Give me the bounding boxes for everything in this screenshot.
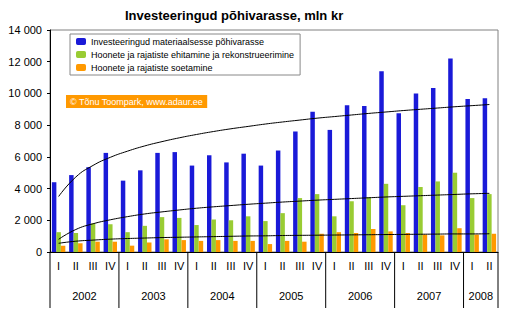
svg-text:2 000: 2 000: [14, 214, 42, 226]
svg-text:II: II: [348, 260, 354, 272]
svg-text:Investeeringud materiaalsesse: Investeeringud materiaalsesse põhivarass…: [91, 37, 264, 47]
svg-text:2008: 2008: [469, 290, 493, 302]
svg-text:2005: 2005: [279, 290, 303, 302]
svg-text:IV: IV: [105, 260, 116, 272]
svg-text:II: II: [486, 260, 492, 272]
svg-text:IV: IV: [312, 260, 323, 272]
svg-text:10 000: 10 000: [8, 87, 42, 99]
svg-text:4 000: 4 000: [14, 183, 42, 195]
svg-text:8 000: 8 000: [14, 119, 42, 131]
svg-text:II: II: [417, 260, 423, 272]
svg-text:I: I: [126, 260, 129, 272]
svg-text:I: I: [471, 260, 474, 272]
svg-text:I: I: [195, 260, 198, 272]
svg-text:II: II: [142, 260, 148, 272]
svg-text:0: 0: [36, 246, 42, 258]
svg-text:IV: IV: [174, 260, 185, 272]
svg-text:I: I: [57, 260, 60, 272]
svg-text:6 000: 6 000: [14, 151, 42, 163]
svg-text:IV: IV: [243, 260, 254, 272]
svg-text:Investeeringud põhivarasse, ml: Investeeringud põhivarasse, mln kr: [125, 8, 343, 23]
svg-text:III: III: [364, 260, 373, 272]
svg-text:2006: 2006: [348, 290, 372, 302]
svg-text:I: I: [264, 260, 267, 272]
svg-text:14 000: 14 000: [8, 24, 42, 36]
svg-text:III: III: [433, 260, 442, 272]
svg-text:III: III: [295, 260, 304, 272]
svg-text:© Tõnu Toompark, www.adaur.ee: © Tõnu Toompark, www.adaur.ee: [70, 97, 203, 107]
svg-text:Hoonete ja rajatiste ehitamine: Hoonete ja rajatiste ehitamine ja rekons…: [91, 50, 294, 60]
svg-text:III: III: [157, 260, 166, 272]
svg-text:12 000: 12 000: [8, 56, 42, 68]
svg-text:I: I: [333, 260, 336, 272]
svg-text:2002: 2002: [72, 290, 96, 302]
svg-text:III: III: [226, 260, 235, 272]
svg-text:III: III: [88, 260, 97, 272]
svg-text:Hoonete ja rajatiste soetamine: Hoonete ja rajatiste soetamine: [91, 63, 213, 73]
svg-text:II: II: [211, 260, 217, 272]
svg-text:2003: 2003: [141, 290, 165, 302]
svg-text:2007: 2007: [417, 290, 441, 302]
svg-text:IV: IV: [381, 260, 392, 272]
svg-text:II: II: [73, 260, 79, 272]
svg-text:II: II: [280, 260, 286, 272]
svg-text:I: I: [402, 260, 405, 272]
svg-text:IV: IV: [450, 260, 461, 272]
svg-text:2004: 2004: [210, 290, 234, 302]
